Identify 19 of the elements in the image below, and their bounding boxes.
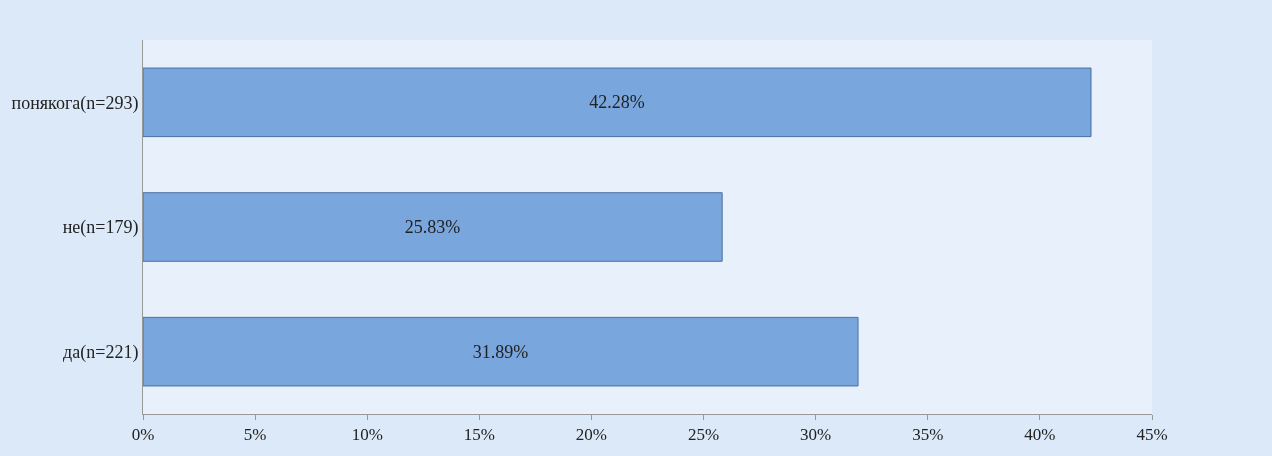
x-tick-label: 10%	[351, 425, 383, 445]
data-label: 42.28%	[589, 92, 645, 113]
bar	[143, 316, 859, 387]
y-tick-label: не(n=179)	[62, 217, 139, 239]
y-tick-label: понякога(n=293)	[11, 92, 139, 114]
x-tick-label: 40%	[1024, 425, 1056, 445]
bar	[143, 192, 723, 262]
x-tick-label: 35%	[912, 425, 944, 445]
x-tick-label: 15%	[463, 425, 495, 445]
x-tick-label: 25%	[687, 425, 720, 445]
data-label: 31.89%	[472, 341, 529, 362]
x-tick-label: 20%	[575, 425, 608, 445]
bar	[143, 67, 1092, 138]
data-label: 25.83%	[404, 217, 461, 237]
y-tick-label: да(n=221)	[63, 341, 139, 363]
x-tick-label: 45%	[1136, 425, 1168, 445]
x-tick-label: 5%	[243, 425, 267, 445]
x-tick-label: 30%	[800, 425, 832, 445]
x-tick-label: 0%	[131, 425, 155, 445]
